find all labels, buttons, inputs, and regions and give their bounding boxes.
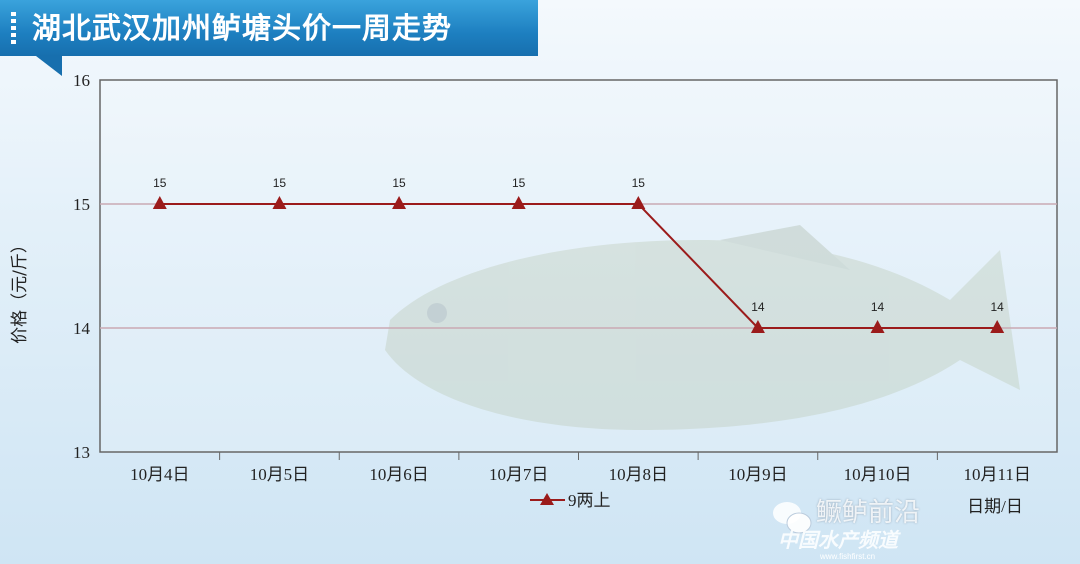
x-tick-label: 10月6日	[369, 465, 429, 484]
watermark-line2: 中国水产频道	[778, 528, 898, 552]
data-label: 15	[153, 176, 167, 190]
data-label: 15	[512, 176, 526, 190]
y-axis-label: 价格（元/斤）	[10, 236, 30, 344]
data-point-marker	[750, 320, 765, 333]
data-point-marker	[392, 196, 407, 209]
y-tick-label: 14	[73, 319, 91, 338]
x-tick-label: 10月7日	[489, 465, 549, 484]
watermark-logo: 鳜鲈前沿 中国水产频道 www.fishfirst.cn	[770, 498, 970, 562]
data-point-marker	[990, 320, 1005, 333]
x-tick-label: 10月11日	[964, 465, 1031, 484]
x-tick-label: 10月8日	[609, 465, 669, 484]
data-point-marker	[272, 196, 287, 209]
data-label: 14	[871, 300, 885, 314]
data-point-marker	[870, 320, 885, 333]
x-tick-label: 10月9日	[728, 465, 788, 484]
x-tick-label: 10月5日	[250, 465, 310, 484]
plot-area	[99, 79, 1058, 453]
data-label: 14	[991, 300, 1005, 314]
y-tick-label: 15	[73, 195, 90, 214]
data-label: 15	[273, 176, 287, 190]
series-line	[159, 203, 998, 329]
data-label: 15	[392, 176, 406, 190]
x-axis-ticks: 10月4日 10月5日 10月6日 10月7日 10月8日 10月9日 10月10日 10月1…	[130, 452, 1031, 484]
y-axis-ticks: 13 14 15 16	[73, 71, 91, 462]
title-callout-tail	[36, 56, 62, 76]
legend: 9两上	[530, 491, 611, 510]
data-point-marker	[511, 196, 526, 209]
series-9liang: 15 15 15 15 15 14 14 14	[152, 176, 1005, 333]
title-dots-decoration	[11, 12, 16, 44]
watermark-line1: 鳜鲈前沿	[816, 498, 921, 528]
chart-title: 湖北武汉加州鲈塘头价一周走势	[32, 11, 453, 45]
data-label: 15	[632, 176, 646, 190]
x-tick-label: 10月10日	[844, 465, 912, 484]
data-label: 14	[751, 300, 765, 314]
fish-background-image	[385, 225, 1020, 430]
data-point-marker	[152, 196, 167, 209]
wechat-icon	[773, 502, 812, 534]
legend-triangle-marker	[540, 493, 554, 505]
watermark-line3: www.fishfirst.cn	[820, 552, 876, 561]
x-axis-label: 日期/日	[967, 497, 1023, 516]
y-tick-label: 13	[73, 443, 90, 462]
legend-label: 9两上	[568, 491, 611, 510]
data-point-marker	[631, 196, 646, 209]
title-bar: 湖北武汉加州鲈塘头价一周走势	[0, 0, 538, 56]
x-tick-label: 10月4日	[130, 465, 190, 484]
y-tick-label: 16	[73, 71, 90, 90]
